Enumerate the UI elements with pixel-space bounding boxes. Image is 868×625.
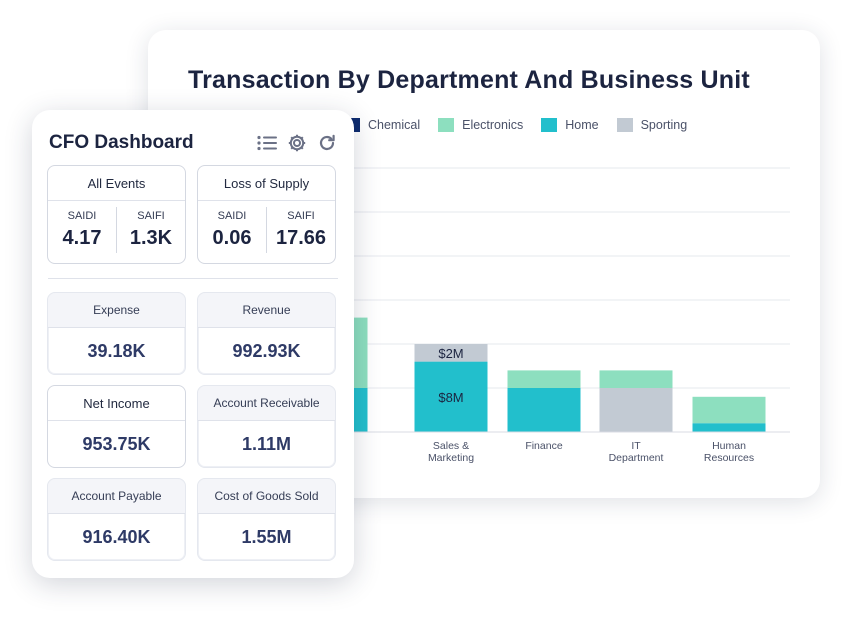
x-tick-label: Resources [704,452,754,464]
x-tick-label: Sales & [433,440,469,452]
kpi-cost-of-goods-sold[interactable]: Cost of Goods Sold 1.55M [197,478,336,561]
saifi-value: 1.3K [129,227,173,249]
bar-human-resources-home[interactable] [692,423,766,432]
bar-it-department-electronics[interactable] [599,370,673,388]
bar-sales-marketing-sporting[interactable] [414,344,488,362]
chart-title: Transaction By Department And Business U… [188,66,750,94]
legend-label: Home [565,118,599,132]
data-label: $2M [438,346,463,361]
bar-finance-electronics[interactable] [507,370,581,388]
saifi-metric: SAIFI 1.3K [116,207,185,253]
kpi-value: 916.40K [82,526,151,547]
legend-item-sporting[interactable]: Sporting [616,118,688,132]
kpi-value: 1.11M [241,433,292,454]
saifi-label: SAIFI [137,210,165,222]
x-tick-label: Marketing [428,452,474,464]
kpi-account-receivable[interactable]: Account Receivable 1.11M [197,385,336,468]
cfo-dashboard-card: CFO Dashboard A [32,110,354,578]
kpi-value: 39.18K [87,340,146,361]
saifi-value: 17.66 [275,227,327,249]
kpi-label: Expense [48,293,185,328]
divider [48,278,338,279]
legend-swatch-home [541,118,558,132]
bar-it-department-sporting[interactable] [599,388,673,432]
legend-item-home[interactable]: Home [541,118,599,132]
dashboard-toolbar [256,132,338,154]
legend-item-electronics[interactable]: Electronics [438,118,523,132]
kpi-expense[interactable]: Expense 39.18K [47,292,186,375]
gear-icon[interactable] [286,132,308,154]
loss-of-supply-card[interactable]: Loss of Supply SAIDI 0.06 SAIFI 17.66 [197,165,336,264]
kpi-value: 953.75K [82,433,151,454]
kpi-value: 1.55M [241,526,292,547]
kpi-net-income[interactable]: Net Income 953.75K [47,385,186,468]
legend-swatch-electronics [438,118,455,132]
kpi-value: 992.93K [232,340,301,361]
saidi-value: 4.17 [62,227,102,249]
dashboard-title: CFO Dashboard [49,132,194,153]
x-tick-label: IT [631,440,641,452]
kpi-label: Account Receivable [198,386,335,421]
saidi-value: 0.06 [212,227,252,249]
all-events-card[interactable]: All Events SAIDI 4.17 SAIFI 1.3K [47,165,186,264]
data-label: $8M [438,390,463,405]
kpi-label: Revenue [198,293,335,328]
kpi-label: Cost of Goods Sold [198,479,335,514]
events-card-title: Loss of Supply [198,166,335,201]
saidi-metric: SAIDI 4.17 [48,201,116,263]
list-icon[interactable] [256,132,278,154]
saifi-label: SAIFI [287,210,315,222]
bar-human-resources-electronics[interactable] [692,396,766,424]
kpi-label: Net Income [48,386,185,421]
chart-legend: Chemical Electronics Home Sporting [344,118,705,132]
bar-finance-home[interactable] [507,388,581,432]
events-card-title: All Events [48,166,185,201]
legend-label: Electronics [462,118,524,132]
saidi-label: SAIDI [217,210,247,222]
refresh-icon[interactable] [316,132,338,154]
kpi-label: Account Payable [48,479,185,514]
legend-label: Sporting [640,118,688,132]
bar-sales-marketing-home[interactable] [414,361,488,432]
x-tick-label: Human [712,440,746,452]
x-tick-label: Finance [525,440,563,452]
saifi-metric: SAIFI 17.66 [266,207,335,253]
x-tick-label: Department [609,452,664,464]
kpi-revenue[interactable]: Revenue 992.93K [197,292,336,375]
legend-swatch-sporting [616,118,633,132]
saidi-label: SAIDI [67,210,97,222]
legend-label: Chemical [368,118,421,132]
kpi-account-payable[interactable]: Account Payable 916.40K [47,478,186,561]
saidi-metric: SAIDI 0.06 [198,201,266,263]
